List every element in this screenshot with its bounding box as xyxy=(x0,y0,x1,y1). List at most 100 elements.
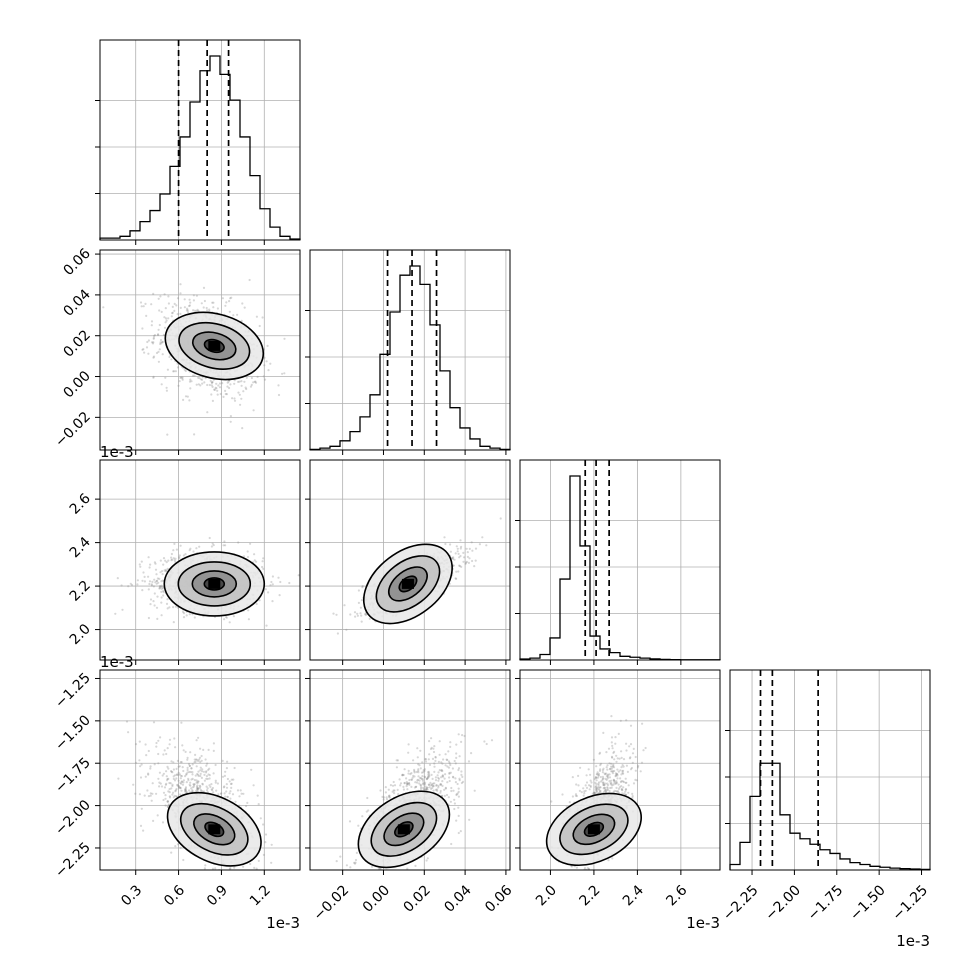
sample-point xyxy=(164,804,167,807)
sample-point xyxy=(201,782,204,785)
sample-point xyxy=(157,350,160,353)
sample-point xyxy=(221,759,224,763)
sample-point xyxy=(218,386,222,389)
sample-point xyxy=(158,309,161,312)
sample-point xyxy=(407,772,410,775)
sample-point xyxy=(460,781,463,785)
sample-point xyxy=(441,774,444,777)
sample-point xyxy=(426,777,429,780)
sample-point xyxy=(369,881,371,883)
sample-point xyxy=(281,372,284,375)
scatter-panel-2-1 xyxy=(305,459,511,665)
sample-point xyxy=(250,376,253,380)
sample-point xyxy=(159,559,162,562)
sample-point xyxy=(392,780,395,784)
sample-point xyxy=(164,559,167,562)
sample-point xyxy=(363,882,365,884)
sample-point xyxy=(387,795,390,799)
panel-frame xyxy=(309,249,511,451)
sample-point xyxy=(212,544,215,547)
sample-point xyxy=(455,577,458,581)
sample-point xyxy=(185,614,188,617)
sample-point xyxy=(187,779,190,782)
sample-point xyxy=(192,550,195,553)
sample-point xyxy=(357,824,360,827)
sample-point xyxy=(152,585,155,588)
sample-point xyxy=(443,777,446,780)
sample-point xyxy=(406,867,409,870)
sample-point xyxy=(197,376,200,379)
sample-point xyxy=(200,754,203,758)
sample-point xyxy=(158,348,161,351)
sample-point xyxy=(422,786,425,790)
sample-point xyxy=(196,787,199,790)
sample-point xyxy=(430,783,433,786)
sample-point xyxy=(199,747,202,750)
sample-point xyxy=(188,304,191,308)
sample-point xyxy=(252,784,255,787)
sample-point xyxy=(270,580,273,584)
sample-point xyxy=(211,542,214,545)
sample-point xyxy=(445,793,449,797)
sample-point xyxy=(190,380,193,383)
sample-point xyxy=(212,791,215,794)
sample-point xyxy=(179,774,182,777)
sample-point xyxy=(385,798,389,801)
sample-point xyxy=(418,776,422,780)
sample-point xyxy=(402,773,405,777)
sample-point xyxy=(460,740,463,744)
sample-point xyxy=(455,752,458,755)
sample-point xyxy=(188,304,191,307)
sample-point xyxy=(223,785,226,788)
sample-point xyxy=(428,753,431,756)
sample-point xyxy=(190,778,193,781)
sample-point xyxy=(268,875,270,877)
sample-point xyxy=(438,740,441,743)
sample-point xyxy=(177,765,180,768)
sample-point xyxy=(150,583,153,586)
sample-point xyxy=(186,395,189,398)
sample-point xyxy=(198,758,201,761)
sample-point xyxy=(432,750,436,754)
sample-point xyxy=(595,788,599,791)
sample-point xyxy=(152,337,155,340)
sample-point xyxy=(219,792,222,795)
sample-point xyxy=(430,773,433,777)
sample-point xyxy=(130,583,134,587)
sample-point xyxy=(611,744,614,748)
p31-xtick-label: −0.02 xyxy=(311,882,353,924)
sample-point xyxy=(219,392,222,396)
sample-point xyxy=(452,556,455,559)
sample-point xyxy=(178,556,181,559)
sample-point xyxy=(197,872,199,874)
sample-point xyxy=(360,620,363,623)
sample-point xyxy=(575,783,578,786)
sample-point xyxy=(215,382,218,385)
sample-point xyxy=(163,786,167,789)
sample-point xyxy=(379,875,381,877)
sample-point xyxy=(444,753,447,756)
sample-point xyxy=(141,327,144,330)
sample-point xyxy=(603,786,606,789)
sample-point xyxy=(464,561,468,564)
sample-point xyxy=(193,778,196,782)
sample-point xyxy=(154,568,158,571)
sample-point xyxy=(258,599,261,602)
sample-point xyxy=(468,547,471,551)
sample-point xyxy=(226,795,229,799)
sample-point xyxy=(448,779,451,783)
sample-point xyxy=(230,909,232,911)
sample-point xyxy=(176,773,179,776)
sample-point xyxy=(410,785,413,789)
sample-point xyxy=(141,589,144,592)
sample-point xyxy=(216,307,219,310)
sample-point xyxy=(179,376,182,379)
sample-point xyxy=(228,621,231,624)
sample-point xyxy=(399,782,403,785)
sample-point xyxy=(250,383,253,386)
sample-point xyxy=(195,781,198,784)
sample-point xyxy=(417,768,420,771)
sample-point xyxy=(439,789,442,793)
sample-point xyxy=(166,368,169,371)
sample-point xyxy=(184,789,187,792)
